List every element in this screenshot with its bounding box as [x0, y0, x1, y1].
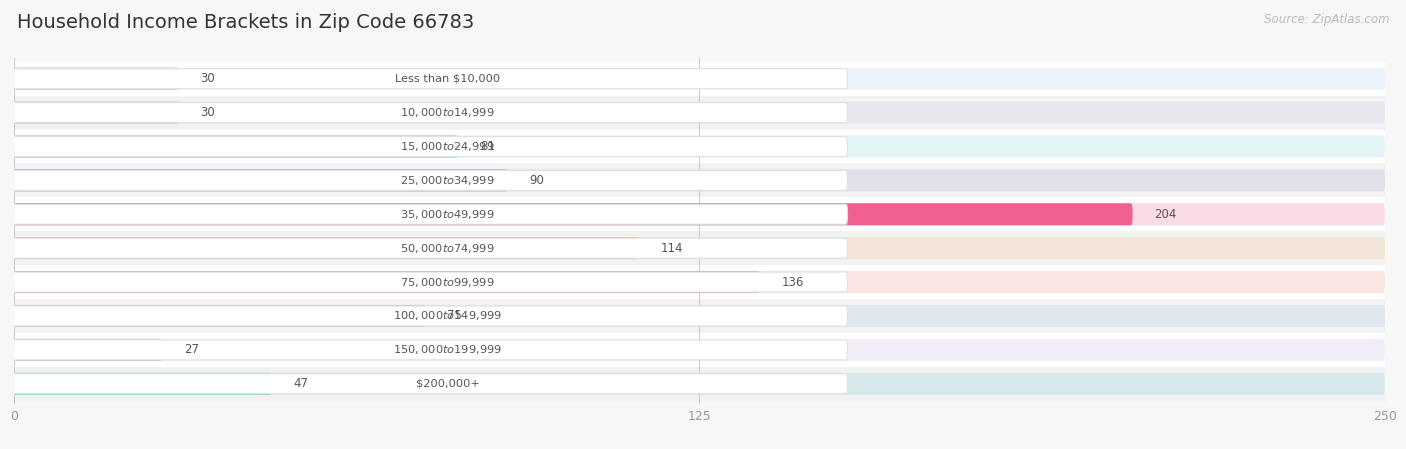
Text: $35,000 to $49,999: $35,000 to $49,999	[401, 208, 495, 221]
FancyBboxPatch shape	[14, 101, 179, 123]
FancyBboxPatch shape	[14, 305, 426, 327]
FancyBboxPatch shape	[14, 203, 1385, 225]
FancyBboxPatch shape	[3, 306, 848, 326]
FancyBboxPatch shape	[14, 169, 1385, 191]
FancyBboxPatch shape	[14, 130, 1385, 163]
FancyBboxPatch shape	[14, 62, 1385, 96]
Text: 114: 114	[661, 242, 683, 255]
FancyBboxPatch shape	[14, 96, 1385, 130]
FancyBboxPatch shape	[14, 305, 1385, 327]
FancyBboxPatch shape	[14, 299, 1385, 333]
FancyBboxPatch shape	[14, 237, 1385, 259]
FancyBboxPatch shape	[14, 339, 162, 361]
Text: $50,000 to $74,999: $50,000 to $74,999	[401, 242, 495, 255]
FancyBboxPatch shape	[3, 170, 848, 190]
Text: 30: 30	[201, 106, 215, 119]
FancyBboxPatch shape	[14, 339, 1385, 361]
FancyBboxPatch shape	[3, 136, 848, 157]
FancyBboxPatch shape	[14, 136, 458, 158]
FancyBboxPatch shape	[14, 68, 1385, 90]
Text: $150,000 to $199,999: $150,000 to $199,999	[394, 343, 502, 357]
Text: Household Income Brackets in Zip Code 66783: Household Income Brackets in Zip Code 66…	[17, 13, 474, 32]
FancyBboxPatch shape	[3, 69, 848, 89]
FancyBboxPatch shape	[3, 103, 848, 123]
Text: $100,000 to $149,999: $100,000 to $149,999	[394, 309, 502, 322]
Text: 204: 204	[1154, 208, 1177, 221]
FancyBboxPatch shape	[14, 163, 1385, 198]
Text: 136: 136	[782, 276, 804, 289]
FancyBboxPatch shape	[14, 231, 1385, 265]
FancyBboxPatch shape	[14, 203, 1133, 225]
Text: $10,000 to $14,999: $10,000 to $14,999	[401, 106, 495, 119]
FancyBboxPatch shape	[3, 340, 848, 360]
FancyBboxPatch shape	[14, 367, 1385, 401]
FancyBboxPatch shape	[14, 68, 179, 90]
FancyBboxPatch shape	[14, 101, 1385, 123]
Text: $75,000 to $99,999: $75,000 to $99,999	[401, 276, 495, 289]
FancyBboxPatch shape	[3, 204, 848, 224]
Text: $25,000 to $34,999: $25,000 to $34,999	[401, 174, 495, 187]
FancyBboxPatch shape	[14, 265, 1385, 299]
Text: 47: 47	[294, 377, 309, 390]
Text: 75: 75	[447, 309, 463, 322]
FancyBboxPatch shape	[3, 374, 848, 394]
FancyBboxPatch shape	[14, 373, 1385, 395]
Text: Less than $10,000: Less than $10,000	[395, 74, 501, 84]
FancyBboxPatch shape	[3, 272, 848, 292]
FancyBboxPatch shape	[14, 237, 640, 259]
Text: 90: 90	[530, 174, 544, 187]
FancyBboxPatch shape	[14, 271, 759, 293]
Text: Source: ZipAtlas.com: Source: ZipAtlas.com	[1264, 13, 1389, 26]
FancyBboxPatch shape	[3, 238, 848, 258]
Text: $200,000+: $200,000+	[416, 379, 479, 389]
Text: 27: 27	[184, 343, 200, 357]
FancyBboxPatch shape	[14, 373, 271, 395]
Text: 81: 81	[481, 140, 495, 153]
Text: 30: 30	[201, 72, 215, 85]
Text: $15,000 to $24,999: $15,000 to $24,999	[401, 140, 495, 153]
FancyBboxPatch shape	[14, 136, 1385, 158]
FancyBboxPatch shape	[14, 198, 1385, 231]
FancyBboxPatch shape	[14, 169, 508, 191]
FancyBboxPatch shape	[14, 333, 1385, 367]
FancyBboxPatch shape	[14, 271, 1385, 293]
